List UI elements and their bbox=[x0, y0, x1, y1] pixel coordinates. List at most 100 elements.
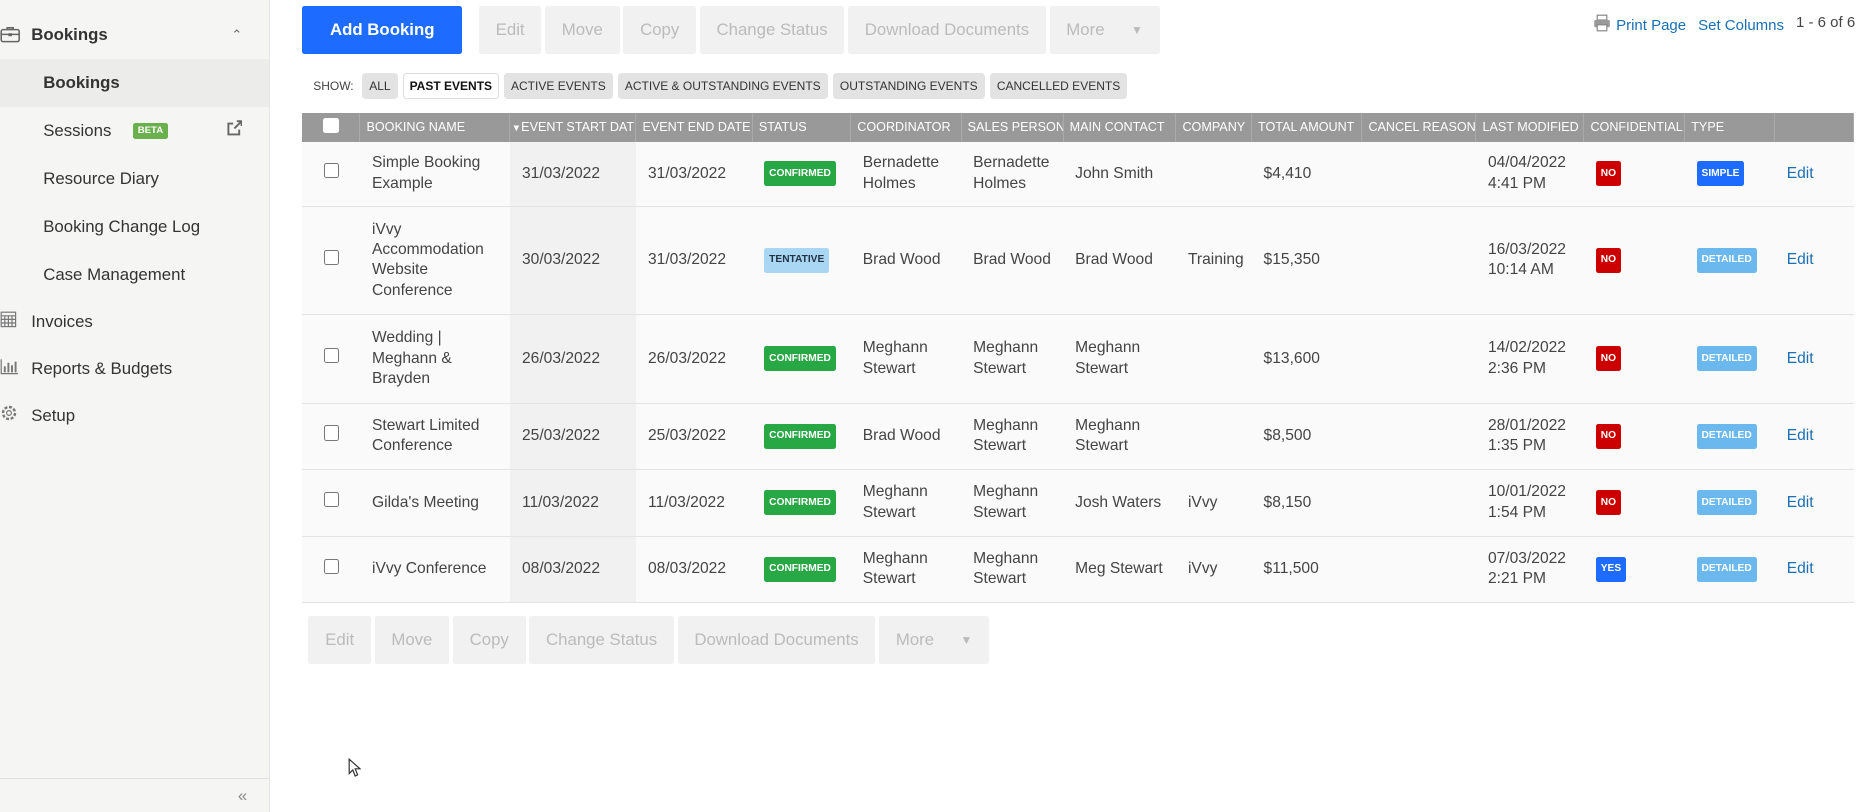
external-link-icon[interactable] bbox=[226, 120, 243, 142]
sidebar-item-reports-budgets[interactable]: Reports & Budgets bbox=[0, 346, 269, 393]
table-row[interactable]: iVvy Accommodation Website Conference 30/… bbox=[302, 206, 1854, 315]
column-header-total-amount[interactable]: TOTAL AMOUNT bbox=[1251, 112, 1363, 142]
sidebar-item-resource-diary[interactable]: Resource Diary bbox=[0, 155, 269, 203]
edit-link[interactable]: Edit bbox=[1786, 426, 1814, 444]
filter-outstanding-events[interactable]: OUTSTANDING EVENTS bbox=[832, 73, 985, 100]
confidential-badge: NO bbox=[1595, 346, 1621, 372]
column-header-booking-name[interactable]: BOOKING NAME bbox=[359, 112, 511, 142]
sales-person-cell: Meghann Stewart bbox=[961, 469, 1064, 537]
column-header-main-contact[interactable]: MAIN CONTACT bbox=[1063, 112, 1177, 142]
confidential-cell: NO bbox=[1583, 403, 1685, 470]
row-checkbox[interactable] bbox=[323, 558, 339, 574]
select-all-checkbox[interactable] bbox=[323, 118, 339, 134]
column-header-company[interactable]: COMPANY bbox=[1175, 112, 1253, 142]
sales-person-cell: Brad Wood bbox=[961, 206, 1064, 315]
edit-link[interactable]: Edit bbox=[1786, 560, 1814, 578]
column-header-type[interactable]: TYPE bbox=[1684, 112, 1776, 142]
sidebar-item-invoices[interactable]: Invoices bbox=[0, 299, 269, 346]
gear-icon bbox=[0, 404, 31, 427]
coordinator: Bernadette Holmes bbox=[862, 154, 940, 192]
sidebar-item-booking-change-log[interactable]: Booking Change Log bbox=[0, 203, 269, 251]
column-header-last-modified[interactable]: LAST MODIFIED bbox=[1475, 112, 1585, 142]
move-button-bottom[interactable]: Move bbox=[374, 615, 450, 664]
move-button[interactable]: Move bbox=[545, 6, 620, 54]
row-checkbox[interactable] bbox=[323, 162, 339, 179]
company-cell bbox=[1175, 314, 1252, 404]
event-end-date: 31/03/2022 bbox=[647, 251, 727, 269]
edit-link[interactable]: Edit bbox=[1786, 349, 1814, 367]
row-checkbox[interactable] bbox=[323, 249, 339, 265]
copy-button-bottom[interactable]: Copy bbox=[452, 615, 526, 664]
filter-past-events[interactable]: PAST EVENTS bbox=[402, 73, 500, 99]
column-header-coordinator[interactable]: COORDINATOR bbox=[850, 112, 962, 142]
sidebar-item-bookings[interactable]: Bookings bbox=[0, 58, 269, 107]
filter-active-events[interactable]: ACTIVE EVENTS bbox=[503, 73, 613, 100]
column-header-cancel-reason[interactable]: CANCEL REASON bbox=[1361, 112, 1477, 142]
edit-link[interactable]: Edit bbox=[1786, 164, 1814, 182]
column-header-status[interactable]: STATUS bbox=[752, 112, 852, 142]
print-page-link[interactable]: Print Page bbox=[1616, 16, 1687, 34]
more-button[interactable]: More ▼ bbox=[1049, 6, 1160, 54]
column-header-event-start-date[interactable]: ▼EVENT START DATE bbox=[509, 112, 637, 142]
more-button-bottom[interactable]: More ▼ bbox=[879, 615, 990, 664]
confidential-cell: NO bbox=[1583, 141, 1685, 207]
event-end-date: 26/03/2022 bbox=[647, 349, 727, 367]
copy-button[interactable]: Copy bbox=[623, 6, 697, 54]
filter-active-outstanding-events[interactable]: ACTIVE & OUTSTANDING EVENTS bbox=[617, 73, 828, 100]
download-documents-button-bottom[interactable]: Download Documents bbox=[677, 615, 876, 664]
sales-person: Meghann Stewart bbox=[973, 483, 1039, 521]
edit-button-bottom[interactable]: Edit bbox=[308, 615, 371, 664]
set-columns-link[interactable]: Set Columns bbox=[1698, 16, 1784, 34]
edit-button[interactable]: Edit bbox=[478, 6, 542, 54]
event-filters: SHOW: ALL PAST EVENTS ACTIVE EVENTS ACTIVE … bbox=[313, 73, 1128, 100]
status-cell: CONFIRMED bbox=[752, 469, 851, 537]
row-checkbox[interactable] bbox=[323, 491, 339, 508]
chevron-up-icon[interactable]: ⌃ bbox=[231, 26, 243, 42]
table-row[interactable]: Wedding | Meghann & Brayden 26/03/2022 26/… bbox=[302, 314, 1854, 404]
status-badge: TENTATIVE bbox=[764, 247, 830, 273]
last-modified-cell: 07/03/2022 2:21 PM bbox=[1475, 536, 1584, 603]
column-header-sales-person[interactable]: SALES PERSON bbox=[961, 112, 1064, 142]
status-cell: TENTATIVE bbox=[752, 206, 851, 315]
table-row[interactable]: Simple Booking Example 31/03/2022 31/03/20… bbox=[302, 141, 1854, 207]
sidebar-item-case-management[interactable]: Case Management bbox=[0, 251, 269, 299]
change-status-button[interactable]: Change Status bbox=[699, 6, 845, 54]
download-documents-button[interactable]: Download Documents bbox=[847, 6, 1046, 54]
column-header-label: BOOKING NAME bbox=[366, 120, 466, 135]
row-checkbox[interactable] bbox=[323, 425, 339, 441]
last-modified-cell: 14/02/2022 2:36 PM bbox=[1475, 314, 1584, 404]
main-contact: Josh Waters bbox=[1075, 493, 1162, 511]
status-badge: CONFIRMED bbox=[764, 556, 836, 582]
change-status-button-bottom[interactable]: Change Status bbox=[529, 615, 674, 664]
filter-cancelled-events[interactable]: CANCELLED EVENTS bbox=[989, 73, 1128, 100]
row-checkbox[interactable] bbox=[323, 347, 339, 364]
company-cell bbox=[1175, 141, 1252, 207]
printer-icon[interactable] bbox=[1593, 14, 1611, 36]
column-header-label: CANCEL REASON bbox=[1368, 120, 1476, 135]
sidebar-group-bookings[interactable]: Bookings ⌃ bbox=[0, 11, 269, 59]
event-start-date: 08/03/2022 bbox=[521, 560, 601, 578]
beta-badge: BETA bbox=[132, 122, 168, 139]
filter-all[interactable]: ALL bbox=[362, 73, 398, 100]
edit-link[interactable]: Edit bbox=[1786, 493, 1814, 511]
edit-link[interactable]: Edit bbox=[1786, 251, 1814, 269]
sidebar-item-setup[interactable]: Setup bbox=[0, 392, 269, 439]
column-header-event-end-date[interactable]: EVENT END DATE bbox=[635, 112, 753, 142]
column-header-confidential[interactable]: CONFIDENTIAL bbox=[1583, 112, 1686, 142]
sidebar-item-sessions[interactable]: Sessions BETA bbox=[0, 107, 269, 155]
event-start-date-cell: 31/03/2022 bbox=[509, 141, 636, 207]
type-badge: DETAILED bbox=[1696, 490, 1757, 516]
sales-person-cell: Meghann Stewart bbox=[961, 403, 1064, 470]
table-row[interactable]: Stewart Limited Conference 25/03/2022 25/0… bbox=[302, 403, 1854, 470]
row-select-cell bbox=[302, 536, 360, 603]
table-row[interactable]: Gilda's Meeting 11/03/2022 11/03/2022 CONFI… bbox=[302, 469, 1854, 537]
add-booking-button[interactable]: Add Booking bbox=[302, 6, 463, 54]
main-contact-cell: Meghann Stewart bbox=[1063, 314, 1176, 404]
total-amount-cell: $15,350 bbox=[1251, 206, 1362, 315]
confidential-badge: YES bbox=[1595, 556, 1626, 582]
type-badge: DETAILED bbox=[1696, 423, 1757, 449]
collapse-sidebar-icon[interactable]: « bbox=[237, 785, 248, 805]
type-badge: DETAILED bbox=[1696, 556, 1757, 582]
coordinator-cell: Meghann Stewart bbox=[850, 536, 962, 603]
table-row[interactable]: iVvy Conference 08/03/2022 08/03/2022 CONFI… bbox=[302, 536, 1854, 603]
